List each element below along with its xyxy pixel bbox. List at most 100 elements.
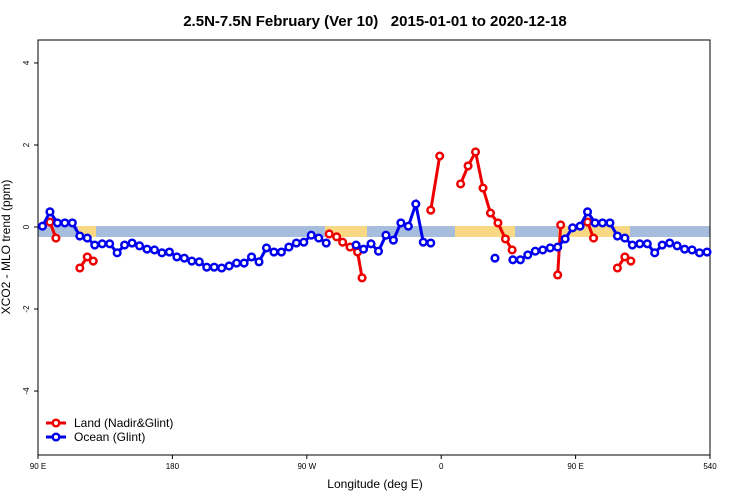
point: [209, 262, 219, 272]
point: [381, 230, 391, 240]
point: [702, 247, 712, 257]
point: [45, 207, 55, 217]
point: [232, 258, 242, 268]
point: [261, 243, 272, 253]
point: [463, 161, 473, 171]
point: [179, 253, 189, 263]
legend-label: Ocean (Glint): [74, 430, 145, 444]
point: [627, 240, 637, 250]
point: [324, 229, 334, 239]
x-tick-label: 0: [439, 462, 444, 471]
point: [530, 246, 540, 256]
point: [545, 243, 555, 253]
point: [687, 245, 697, 255]
point: [75, 231, 85, 241]
point: [515, 255, 525, 265]
point: [590, 218, 600, 228]
point: [284, 242, 294, 252]
point: [157, 248, 167, 258]
reference-band: [38, 226, 710, 237]
series-line: [48, 147, 632, 279]
y-tick-label: 2: [22, 142, 31, 147]
point: [134, 241, 145, 251]
y-axis-label: XCO2 - MLO trend (ppm): [0, 180, 13, 315]
point: [657, 240, 667, 250]
point: [612, 231, 622, 241]
land-band: [78, 226, 96, 237]
legend-marker: [51, 418, 61, 428]
point: [493, 218, 503, 228]
point: [538, 245, 548, 255]
point: [642, 239, 652, 249]
point: [52, 218, 62, 228]
point: [582, 217, 593, 227]
point: [568, 223, 578, 233]
point: [650, 248, 660, 258]
legend-label: Land (Nadir&Glint): [74, 416, 173, 430]
y-tick-label: -2: [22, 305, 31, 313]
x-tick-label: 180: [166, 462, 180, 471]
x-tick-label: 90 E: [30, 462, 46, 471]
point: [164, 247, 174, 257]
point: [202, 262, 212, 272]
point: [338, 237, 348, 247]
y-tick-label: -4: [22, 387, 31, 395]
point: [149, 245, 160, 255]
point: [694, 248, 705, 258]
point: [224, 261, 234, 271]
point: [635, 239, 645, 249]
point: [187, 256, 197, 266]
point: [508, 255, 518, 265]
point: [90, 240, 100, 250]
point: [553, 242, 563, 252]
point: [246, 252, 257, 262]
y-tick-label: 0: [22, 224, 31, 229]
point: [239, 258, 249, 268]
point: [500, 234, 510, 244]
ocean-band: [38, 226, 710, 237]
point: [194, 257, 204, 267]
point: [680, 244, 690, 254]
point: [435, 151, 445, 161]
point: [490, 253, 500, 263]
point: [575, 221, 585, 231]
point: [217, 263, 227, 273]
point: [82, 233, 92, 243]
point: [553, 270, 563, 280]
point: [485, 208, 496, 218]
point: [366, 239, 376, 249]
x-axis-label: Longitude (deg E): [327, 477, 422, 491]
point: [88, 256, 98, 266]
point: [411, 199, 421, 209]
point: [556, 220, 566, 230]
point: [357, 273, 367, 283]
point: [172, 252, 182, 262]
point: [67, 218, 77, 228]
point: [127, 238, 137, 248]
point: [82, 252, 92, 262]
point: [51, 233, 61, 243]
point: [97, 239, 107, 249]
x-tick-label: 90 W: [297, 462, 316, 471]
point: [105, 239, 115, 249]
point: [507, 245, 517, 255]
point: [456, 179, 466, 189]
chart-title: 2.5N-7.5N February (Ver 10) 2015-01-01 t…: [183, 13, 567, 30]
point: [403, 221, 413, 231]
point: [276, 247, 286, 257]
point: [523, 250, 533, 260]
point: [396, 218, 406, 228]
point: [665, 238, 675, 248]
legend-marker: [51, 432, 61, 442]
x-tick-label: 90 E: [567, 462, 583, 471]
point: [626, 256, 636, 266]
point: [321, 238, 331, 248]
point: [314, 233, 324, 243]
point: [45, 217, 55, 227]
point: [426, 238, 436, 248]
point: [612, 263, 622, 273]
point: [60, 218, 70, 228]
point: [582, 207, 593, 217]
point: [426, 205, 436, 215]
